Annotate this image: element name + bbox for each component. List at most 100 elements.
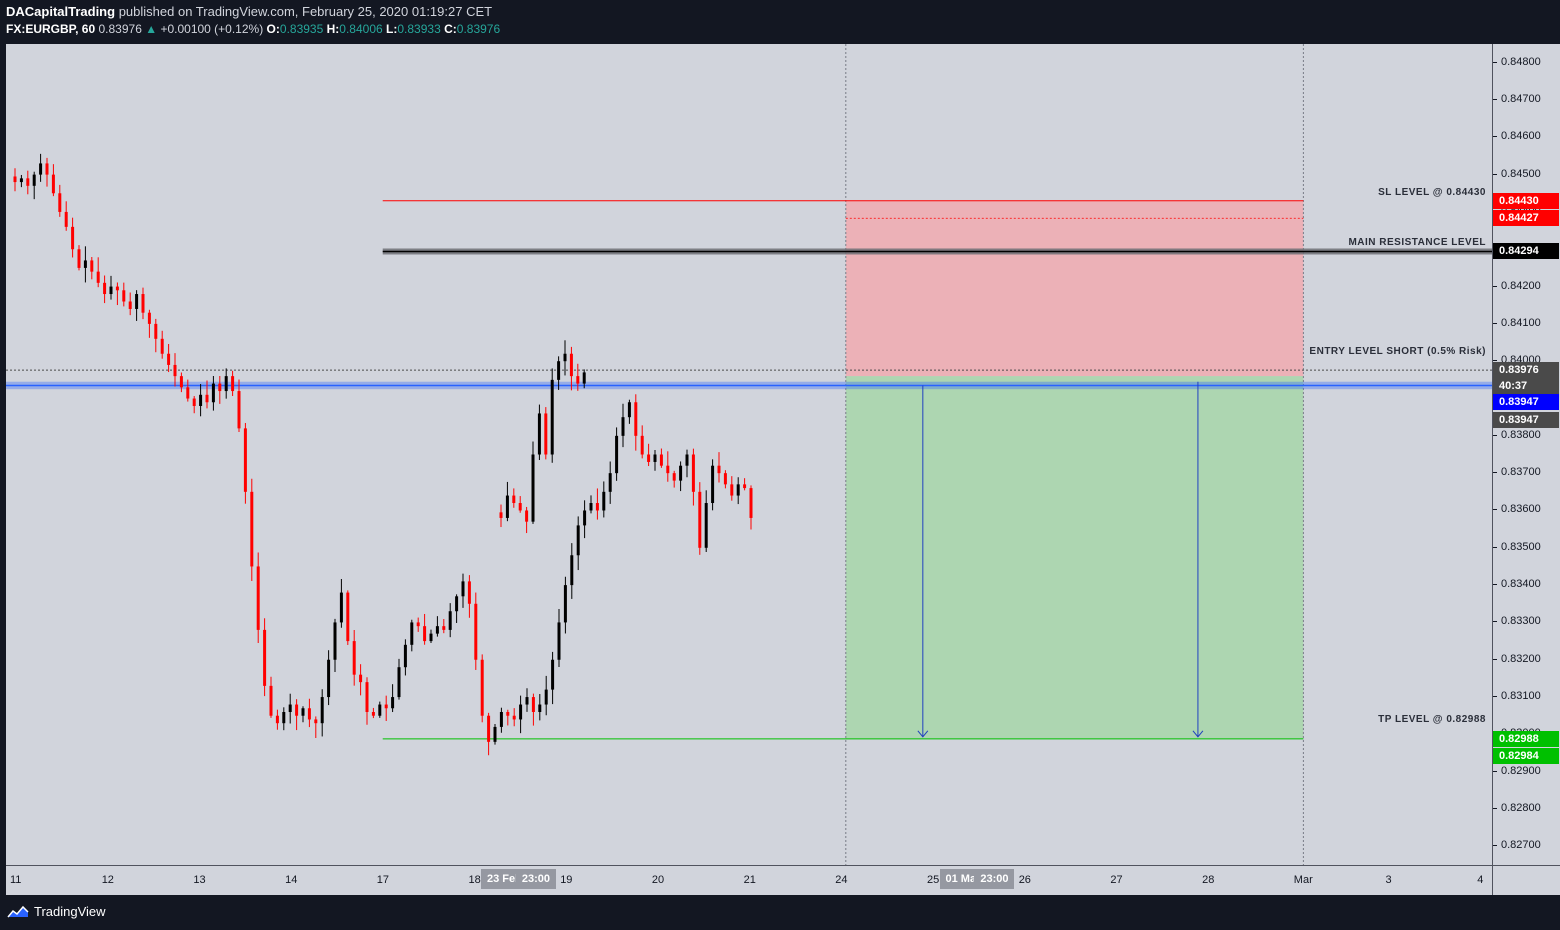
price-marker-label: 0.82984 bbox=[1493, 748, 1559, 765]
main-resistance-label: MAIN RESISTANCE LEVEL bbox=[1348, 237, 1486, 249]
footer: TradingView bbox=[0, 895, 1560, 930]
candle-body bbox=[384, 704, 388, 709]
publish-line: DACapitalTrading published on TradingVie… bbox=[6, 4, 492, 19]
candle-body bbox=[333, 622, 337, 660]
time-axis[interactable]: 11 12 13 14 17 18 19 20 21 24 25 26 27 28 Mar 3 4 23 Feb … bbox=[6, 865, 1492, 895]
publish-text: published on TradingView.com, February 2… bbox=[115, 4, 493, 19]
candle-body bbox=[211, 383, 215, 403]
time-tick-label: 13 bbox=[193, 874, 206, 886]
time-tick-label: 14 bbox=[285, 874, 298, 886]
candle-body bbox=[288, 704, 292, 712]
candle-body bbox=[672, 473, 676, 481]
time-marker-label: 23:00 bbox=[974, 869, 1015, 889]
candle-body bbox=[192, 398, 196, 406]
low-value: 0.83933 bbox=[397, 22, 441, 36]
candle-body bbox=[569, 353, 573, 377]
candle-body bbox=[493, 726, 497, 742]
candle-body bbox=[518, 503, 522, 511]
candle-body bbox=[659, 454, 663, 466]
candle-body bbox=[320, 697, 324, 724]
candle-body bbox=[551, 659, 555, 690]
candle-body bbox=[378, 704, 382, 716]
price-chart[interactable] bbox=[6, 44, 1492, 865]
candle-body bbox=[730, 484, 734, 496]
candle-body bbox=[563, 353, 567, 362]
candle-body bbox=[537, 413, 541, 455]
risk-zone bbox=[845, 200, 1304, 377]
candle-body bbox=[115, 286, 119, 291]
price-tick-label: 0.83300 bbox=[1493, 615, 1541, 628]
candle-body bbox=[736, 484, 740, 496]
candle-body bbox=[679, 465, 683, 481]
chart-pane[interactable]: SL LEVEL @ 0.84430 MAIN RESISTANCE LEVEL… bbox=[6, 44, 1492, 865]
price-tick-label: 0.83400 bbox=[1493, 578, 1541, 591]
last-price: 0.83976 bbox=[98, 22, 142, 36]
candle-body bbox=[403, 644, 407, 668]
candle-body bbox=[544, 689, 548, 705]
candle-body bbox=[499, 711, 503, 727]
candle-body bbox=[32, 174, 36, 186]
candle-body bbox=[231, 376, 235, 392]
price-tick-label: 0.82700 bbox=[1493, 839, 1541, 852]
candle-body bbox=[71, 226, 75, 250]
candle-body bbox=[691, 454, 695, 492]
candle-body bbox=[582, 372, 586, 384]
price-tick-label: 0.84700 bbox=[1493, 92, 1541, 105]
close-value: 0.83976 bbox=[456, 22, 501, 36]
author-name[interactable]: DACapitalTrading bbox=[6, 4, 116, 19]
candle-body bbox=[711, 465, 715, 504]
price-tick-label: 0.83800 bbox=[1493, 428, 1541, 441]
candle-body bbox=[544, 413, 548, 455]
candle-body bbox=[269, 685, 273, 716]
candle-body bbox=[448, 611, 452, 630]
candle-body bbox=[595, 503, 599, 511]
price-marker-label: 0.84427 bbox=[1493, 210, 1559, 227]
price-tick-label: 0.83600 bbox=[1493, 503, 1541, 516]
time-tick-label: 26 bbox=[1018, 874, 1031, 886]
candle-body bbox=[538, 704, 542, 712]
candle-body bbox=[525, 697, 529, 705]
candle-body bbox=[26, 178, 30, 186]
candle-body bbox=[512, 715, 516, 720]
candle-body bbox=[512, 495, 516, 504]
footer-brand[interactable]: TradingView bbox=[34, 904, 106, 919]
time-tick-label: 4 bbox=[1477, 874, 1484, 886]
candle-body bbox=[90, 260, 94, 272]
candle-body bbox=[435, 626, 439, 634]
candle-body bbox=[467, 581, 471, 604]
time-tick-label: 3 bbox=[1385, 874, 1392, 886]
candle-body bbox=[147, 312, 151, 324]
candle-body bbox=[455, 596, 459, 612]
symbol-label[interactable]: FX:EURGBP, 60 bbox=[6, 22, 96, 36]
tradingview-logo-icon bbox=[7, 905, 29, 918]
price-axis[interactable]: 0.848000.847000.846000.845000.844000.843… bbox=[1492, 44, 1560, 865]
candle-body bbox=[634, 402, 638, 436]
candle-body bbox=[505, 495, 509, 518]
price-tick-label: 0.83700 bbox=[1493, 466, 1541, 479]
target-arrow-1-head bbox=[917, 730, 929, 738]
candle-body bbox=[64, 211, 68, 227]
candle-body bbox=[346, 592, 350, 642]
candle-body bbox=[237, 391, 241, 429]
target-arrow-2-head bbox=[1192, 730, 1204, 738]
candle-body bbox=[314, 719, 318, 724]
chart-header: DACapitalTrading published on TradingVie… bbox=[0, 0, 1560, 44]
candle-body bbox=[13, 176, 17, 183]
price-marker-label: 0.84430 bbox=[1493, 192, 1559, 209]
open-value: 0.83935 bbox=[279, 22, 324, 36]
candle-body bbox=[128, 301, 132, 309]
candle-body bbox=[263, 629, 267, 686]
candle-body bbox=[96, 271, 100, 283]
candle-body bbox=[295, 704, 299, 716]
candle-body bbox=[474, 603, 478, 660]
candle-body bbox=[154, 323, 158, 339]
candle-body bbox=[339, 592, 343, 623]
low-label: L: bbox=[386, 22, 398, 36]
price-tick-label: 0.84200 bbox=[1493, 279, 1541, 292]
candle-body bbox=[77, 249, 81, 268]
candle-body bbox=[250, 491, 254, 567]
candle-body bbox=[583, 510, 587, 526]
price-tick-label: 0.82900 bbox=[1493, 764, 1541, 777]
high-value: 0.84006 bbox=[339, 22, 383, 36]
candle-body bbox=[525, 510, 529, 522]
